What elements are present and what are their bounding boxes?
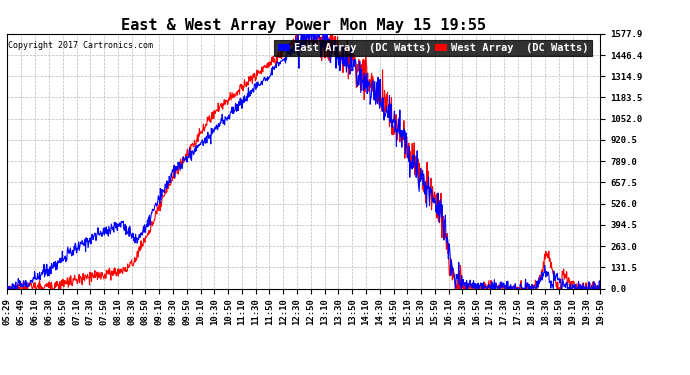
Text: Copyright 2017 Cartronics.com: Copyright 2017 Cartronics.com	[8, 41, 153, 50]
Legend: East Array  (DC Watts), West Array  (DC Watts): East Array (DC Watts), West Array (DC Wa…	[275, 40, 592, 57]
Title: East & West Array Power Mon May 15 19:55: East & West Array Power Mon May 15 19:55	[121, 18, 486, 33]
